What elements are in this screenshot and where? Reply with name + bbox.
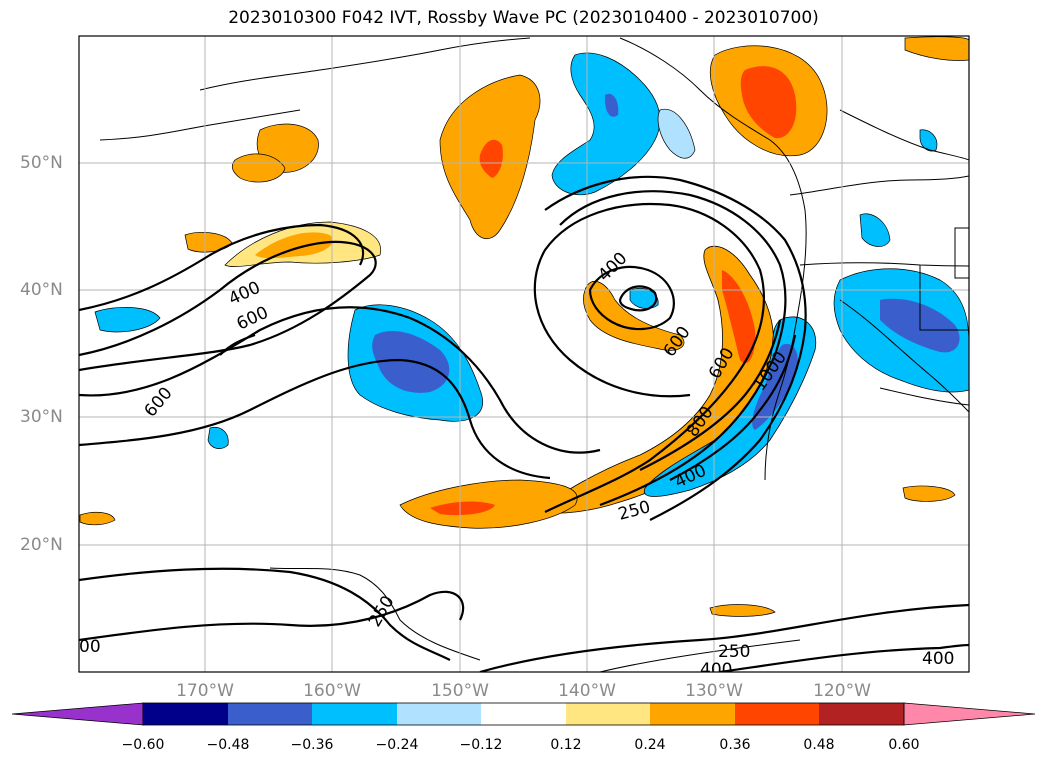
contour-line <box>219 333 256 356</box>
ivt-positive-region <box>709 604 776 617</box>
colorbar-swatch <box>143 703 228 725</box>
lat-label: 40°N <box>20 280 63 300</box>
colorbar-swatch <box>228 703 312 725</box>
lon-label: 120°W <box>813 681 871 701</box>
ivt-negative-region <box>551 52 661 196</box>
ivt-positive-region <box>255 232 333 259</box>
colorbar <box>11 702 1036 726</box>
colorbar-tick-label: −0.60 <box>121 737 165 753</box>
colorbar-swatch <box>819 703 904 725</box>
colorbar-tick-label: 0.60 <box>888 737 920 753</box>
contour-line <box>79 567 451 661</box>
contour-label: 400 <box>700 660 732 680</box>
colorbar-tick-label: −0.48 <box>206 737 250 753</box>
lat-label: 30°N <box>20 407 63 427</box>
contour-line <box>79 306 601 454</box>
ivt-negative-region <box>859 213 891 247</box>
contour-label: 400 <box>922 649 954 669</box>
ivt-negative-region <box>657 108 696 159</box>
ivt-negative-region <box>94 306 161 333</box>
colorbar-swatch <box>735 703 819 725</box>
ivt-positive-core <box>740 66 797 139</box>
colorbar-swatch <box>312 703 397 725</box>
lon-label: 140°W <box>558 681 616 701</box>
colorbar-tick-label: 0.48 <box>803 737 835 753</box>
rossby-wave-contours <box>79 175 969 672</box>
contour-line <box>639 319 782 471</box>
colorbar-extend-high <box>903 702 1036 726</box>
ivt-negative-region <box>919 129 938 152</box>
contour-line <box>533 203 766 513</box>
colorbar-extend-low <box>11 702 144 726</box>
lat-label: 50°N <box>20 153 63 173</box>
ivt-positive-core <box>430 501 495 516</box>
contour-line <box>544 175 807 521</box>
ivt-positive-region <box>79 511 116 526</box>
ivt-negative-region <box>629 288 659 309</box>
colorbar-tick-label: 0.12 <box>550 737 582 753</box>
colorbar-swatch <box>481 703 566 725</box>
colorbar-tick-label: 0.24 <box>634 737 666 753</box>
ivt-positive-core <box>722 270 756 364</box>
lat-label: 20°N <box>20 535 63 555</box>
ivt-positive-region <box>904 36 969 61</box>
lon-label: 130°W <box>685 681 743 701</box>
contour-label: 00 <box>79 637 101 657</box>
colorbar-swatch <box>650 703 735 725</box>
contour-line <box>719 643 969 672</box>
contour-line <box>79 590 465 642</box>
colorbar-tick-label: −0.12 <box>459 737 503 753</box>
lon-label: 160°W <box>303 681 361 701</box>
contour-line <box>559 190 787 507</box>
colorbar-swatch <box>566 703 650 725</box>
ivt-positive-region <box>583 280 685 351</box>
contour-line <box>588 265 675 331</box>
colorbar-tick-label: −0.36 <box>290 737 334 753</box>
colorbar-tick-label: 0.36 <box>719 737 751 753</box>
contour-line <box>479 603 969 672</box>
ivt-positive-core <box>479 139 503 178</box>
contour-line <box>79 358 551 480</box>
map-title: 2023010300 F042 IVT, Rossby Wave PC (202… <box>228 8 819 28</box>
ivt-positive-region <box>231 153 286 183</box>
lon-label: 150°W <box>431 681 489 701</box>
contour-label: 250 <box>718 642 750 662</box>
colorbar-tick-label: −0.24 <box>375 737 419 753</box>
coastline <box>99 37 969 672</box>
map-frame <box>78 35 970 673</box>
ivt-negative-region <box>207 426 229 449</box>
contour-line <box>79 223 365 312</box>
colorbar-swatch <box>397 703 481 725</box>
contour-line <box>79 240 377 372</box>
contour-line <box>669 334 797 481</box>
lon-label: 170°W <box>176 681 234 701</box>
ivt-positive-region <box>902 485 956 502</box>
contour-line <box>618 285 658 312</box>
ivt-negative-core <box>604 93 619 117</box>
